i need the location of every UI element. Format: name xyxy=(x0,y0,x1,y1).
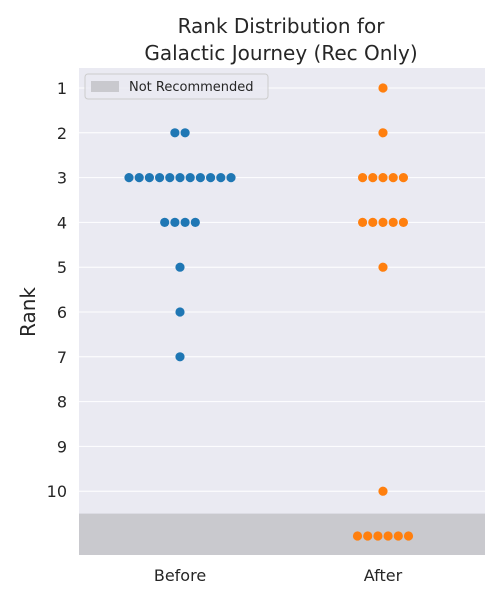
y-tick-label-5: 5 xyxy=(57,258,67,277)
point-before-rank-3-3 xyxy=(144,173,154,183)
legend-swatch xyxy=(91,81,119,92)
point-after-rank-4-1 xyxy=(358,217,368,227)
x-axis-ticks: Before After xyxy=(154,566,403,585)
point-after-rank-3-1 xyxy=(358,173,368,183)
point-after-rank-4-4 xyxy=(388,217,398,227)
legend-label: Not Recommended xyxy=(129,80,254,95)
y-tick-label-1: 1 xyxy=(57,79,67,98)
point-after-rank-11-2 xyxy=(363,531,373,541)
point-after-rank-11-6 xyxy=(403,531,414,541)
point-after-rank-1-1 xyxy=(378,83,388,93)
point-before-rank-3-9 xyxy=(206,173,216,183)
point-after-rank-11-1 xyxy=(352,531,363,541)
point-before-rank-3-6 xyxy=(175,173,185,183)
point-before-rank-4-3 xyxy=(180,217,190,227)
point-before-rank-3-8 xyxy=(195,173,205,183)
y-tick-label-3: 3 xyxy=(57,169,67,188)
point-before-rank-2-2 xyxy=(180,128,190,138)
y-tick-label-8: 8 xyxy=(57,393,67,412)
point-before-rank-2-1 xyxy=(170,128,180,138)
y-axis-ticks: 1 2 3 4 5 6 7 8 9 10 xyxy=(47,79,67,501)
point-before-rank-3-5 xyxy=(165,173,175,183)
y-tick-label-9: 9 xyxy=(57,437,67,456)
x-tick-label-before: Before xyxy=(154,566,206,585)
swarm-points xyxy=(124,83,414,541)
chart-title-line-2: Galactic Journey (Rec Only) xyxy=(144,41,417,65)
point-after-rank-3-3 xyxy=(378,173,388,183)
point-after-rank-3-4 xyxy=(388,173,398,183)
y-axis-label: Rank xyxy=(16,287,40,337)
point-after-rank-4-2 xyxy=(368,217,378,227)
legend: Not Recommended xyxy=(84,73,269,100)
point-after-rank-5-1 xyxy=(378,262,388,272)
not-recommended-band xyxy=(79,513,485,555)
y-tick-label-2: 2 xyxy=(57,124,67,143)
y-tick-label-4: 4 xyxy=(57,213,67,232)
chart-title-line-1: Rank Distribution for xyxy=(178,14,386,38)
point-after-rank-11-4 xyxy=(383,531,393,541)
point-after-rank-3-5 xyxy=(398,173,408,183)
x-tick-label-after: After xyxy=(364,566,403,585)
point-after-rank-3-2 xyxy=(368,173,378,183)
point-before-rank-7-1 xyxy=(175,352,185,362)
point-before-rank-3-2 xyxy=(134,173,144,183)
point-before-rank-4-1 xyxy=(160,217,170,227)
point-before-rank-4-2 xyxy=(170,217,180,227)
point-after-rank-4-5 xyxy=(398,217,408,227)
y-tick-label-6: 6 xyxy=(57,303,67,322)
point-after-rank-11-3 xyxy=(373,531,383,541)
point-before-rank-3-4 xyxy=(155,173,165,183)
point-before-rank-3-11 xyxy=(226,173,236,183)
point-before-rank-3-7 xyxy=(185,173,195,183)
point-before-rank-4-4 xyxy=(190,217,200,227)
point-after-rank-11-5 xyxy=(393,531,403,541)
point-after-rank-2-1 xyxy=(378,128,388,138)
point-before-rank-3-1 xyxy=(124,173,134,183)
point-after-rank-10-1 xyxy=(378,486,388,496)
y-tick-label-7: 7 xyxy=(57,348,67,367)
point-before-rank-5-1 xyxy=(175,262,185,272)
legend-box xyxy=(84,73,269,100)
point-before-rank-3-10 xyxy=(216,173,226,183)
point-after-rank-4-3 xyxy=(378,217,388,227)
y-tick-label-10: 10 xyxy=(47,482,67,501)
point-before-rank-6-1 xyxy=(175,307,185,317)
